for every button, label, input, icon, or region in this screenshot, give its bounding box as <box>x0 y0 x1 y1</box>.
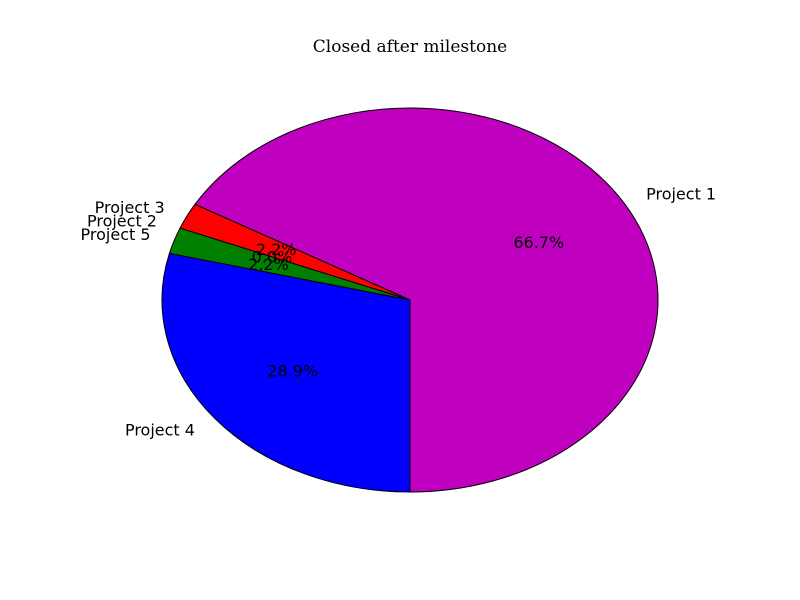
slice-project-1 <box>194 107 659 493</box>
pie-labels: Project 1 66.7% Project 3 2.2% Project 2 0.0%… <box>81 185 717 440</box>
label-project-3: Project 3 <box>95 198 165 217</box>
slice-project-4 <box>161 252 411 493</box>
pct-label-project-3: 2.2% <box>256 240 297 259</box>
pct-label-project-1: 66.7% <box>513 233 564 252</box>
label-project-4: Project 4 <box>125 420 195 439</box>
label-project-5: Project 5 <box>81 225 151 244</box>
label-project-1: Project 1 <box>646 185 716 204</box>
pct-label-project-4: 28.9% <box>267 361 318 380</box>
chart-title: Closed after milestone <box>313 37 507 57</box>
label-project-2: Project 2 <box>87 212 157 231</box>
pct-label-project-5: 2.2% <box>248 255 289 274</box>
pct-label-project-2: 0.0% <box>252 247 293 266</box>
pie-slices <box>161 107 659 493</box>
